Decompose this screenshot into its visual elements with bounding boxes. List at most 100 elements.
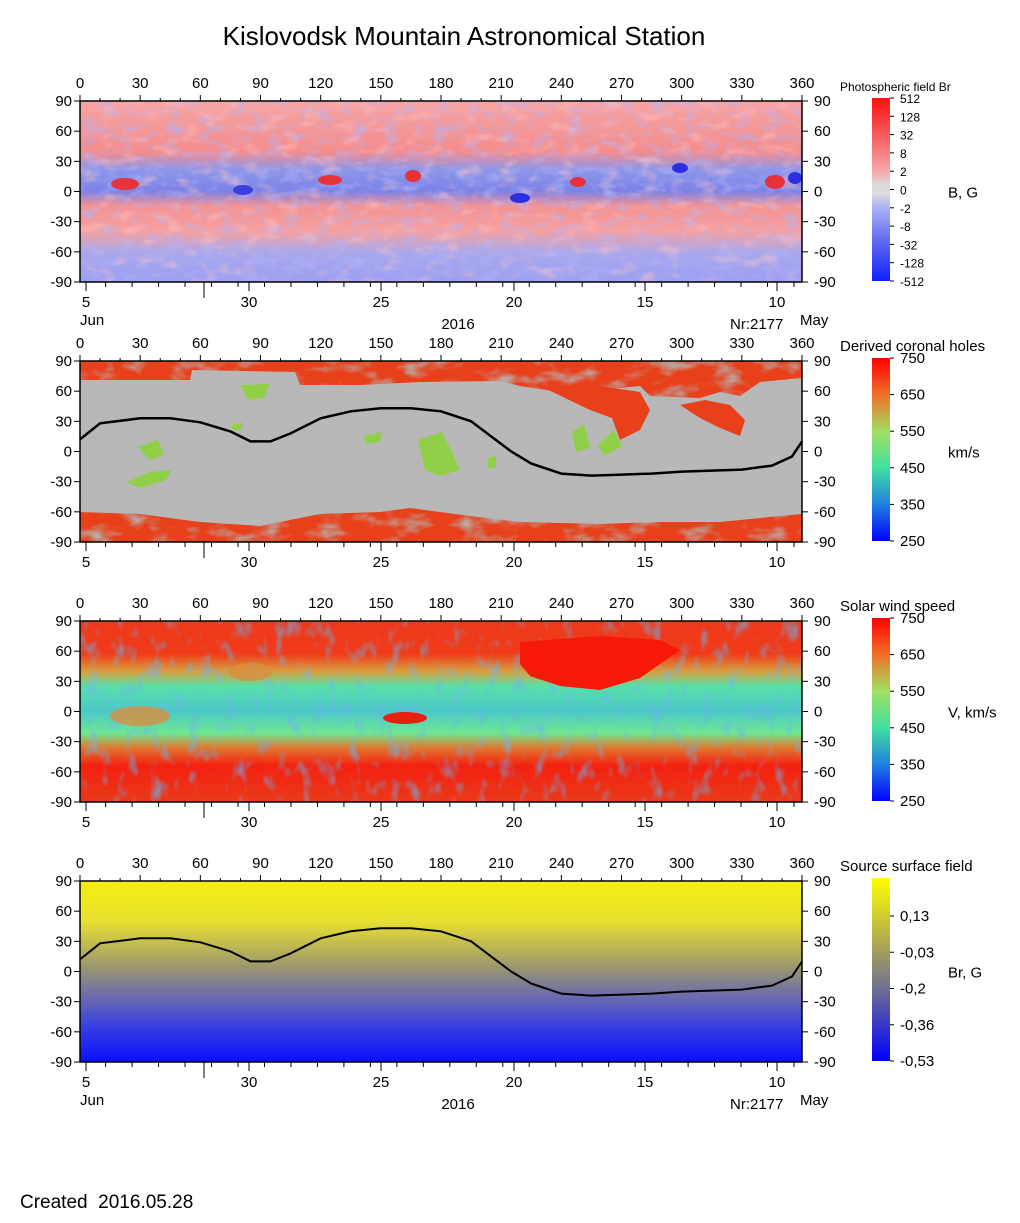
lat-tick-label: 60 — [814, 383, 831, 400]
date-tick-label: 5 — [82, 1074, 90, 1091]
date-tick-label: 10 — [769, 554, 786, 571]
lon-tick-label: 180 — [428, 75, 453, 92]
active-region — [788, 172, 802, 184]
date-tick-label: 30 — [241, 814, 258, 831]
lon-tick-label: 120 — [308, 335, 333, 352]
lon-tick-label: 270 — [609, 855, 634, 872]
date-tick-label: 25 — [373, 814, 390, 831]
coronal-hole — [232, 422, 242, 430]
lat-tick-label: 30 — [55, 673, 72, 690]
coronal-hole — [572, 424, 590, 452]
colorbar-tick-label: 512 — [900, 92, 920, 106]
lat-tick-label: 90 — [55, 873, 72, 890]
lat-tick-label: 0 — [64, 184, 72, 201]
colorbar-unit: Br, G — [948, 965, 982, 982]
lat-tick-label: 0 — [814, 704, 822, 721]
colorbar-tick-label: -0,53 — [900, 1053, 934, 1070]
lat-tick-label: 60 — [55, 903, 72, 920]
colorbar-tick-label: -2 — [900, 202, 911, 216]
colorbar — [872, 358, 890, 541]
date-tick-label: 10 — [769, 294, 786, 311]
lat-tick-label: 30 — [55, 933, 72, 950]
lat-tick-label: 0 — [814, 964, 822, 981]
active-region — [570, 177, 586, 187]
lon-tick-label: 240 — [549, 335, 574, 352]
panel-source-surface-field — [79, 880, 803, 1063]
year-label: 2016 — [441, 1096, 474, 1113]
colorbar-tick-label: 550 — [900, 683, 925, 700]
lon-tick-label: 120 — [308, 75, 333, 92]
neutral-line — [79, 927, 803, 997]
active-region — [233, 185, 253, 195]
colorbar-unit: km/s — [948, 445, 980, 462]
fast-wind-region — [520, 636, 680, 690]
lat-tick-label: -60 — [50, 1024, 72, 1041]
coronal-hole — [488, 456, 496, 468]
lat-tick-label: 90 — [55, 613, 72, 630]
date-tick-label: 10 — [769, 814, 786, 831]
colorbar-tick-label: 0,13 — [900, 908, 929, 925]
colorbar-tick-label: 2 — [900, 165, 907, 179]
panel-coronal-holes — [79, 360, 804, 543]
fast-wind-region — [110, 706, 170, 726]
lon-tick-label: 90 — [252, 335, 269, 352]
rotation-label: Nr:2177 — [730, 1096, 783, 1113]
lon-tick-label: 300 — [669, 855, 694, 872]
lat-tick-label: 60 — [55, 123, 72, 140]
lat-tick-label: 0 — [814, 444, 822, 461]
date-tick-label: 30 — [241, 554, 258, 571]
lon-tick-label: 150 — [368, 75, 393, 92]
colorbar-tick-label: 450 — [900, 460, 925, 477]
lon-tick-label: 60 — [192, 75, 209, 92]
date-tick-label: 5 — [82, 814, 90, 831]
colorbar — [872, 98, 890, 281]
created-date: 2016.05.28 — [98, 1192, 194, 1213]
lat-tick-label: 30 — [55, 413, 72, 430]
photospheric-texture-red — [80, 101, 802, 282]
lon-tick-label: 30 — [132, 595, 149, 612]
date-tick-label: 15 — [637, 1074, 654, 1091]
lat-tick-label: -30 — [814, 474, 836, 491]
year-label: 2016 — [441, 316, 474, 333]
lon-tick-label: 330 — [729, 335, 754, 352]
colorbar-tick-label: 0 — [900, 184, 907, 198]
month-label-right: May — [800, 1092, 829, 1109]
lon-tick-label: 300 — [669, 75, 694, 92]
date-tick-label: 15 — [637, 814, 654, 831]
neutral-line — [79, 407, 804, 477]
colorbar-tick-label: 350 — [900, 496, 925, 513]
lat-tick-label: 60 — [814, 903, 831, 920]
lon-tick-label: 60 — [192, 335, 209, 352]
lon-tick-label: 300 — [669, 335, 694, 352]
date-tick-label: 10 — [769, 1074, 786, 1091]
date-tick-label: 20 — [506, 294, 523, 311]
lon-tick-label: 360 — [789, 855, 814, 872]
active-region — [318, 175, 342, 185]
lat-tick-label: -30 — [50, 214, 72, 231]
lon-tick-label: 0 — [76, 855, 84, 872]
coronal-hole — [364, 432, 382, 444]
lon-tick-label: 240 — [549, 855, 574, 872]
active-region — [672, 163, 688, 173]
lat-tick-label: -60 — [50, 244, 72, 261]
coronal-hole — [680, 400, 745, 436]
colorbar-tick-label: -0,2 — [900, 981, 926, 998]
lon-tick-label: 270 — [609, 75, 634, 92]
lon-tick-label: 120 — [308, 855, 333, 872]
colorbar-tick-label: 650 — [900, 387, 925, 404]
colorbar-tick-label: 8 — [900, 147, 907, 161]
active-region — [405, 170, 421, 182]
date-tick-label: 15 — [637, 554, 654, 571]
lon-tick-label: 90 — [252, 595, 269, 612]
colorbar-tick-label: 750 — [900, 350, 925, 367]
colorbar-title: Photospheric field Br — [840, 80, 951, 94]
date-tick-label: 20 — [506, 1074, 523, 1091]
colorbar-tick-label: -8 — [900, 220, 911, 234]
coronal-hole — [418, 432, 460, 476]
colorbar-unit: V, km/s — [948, 705, 997, 722]
lon-tick-label: 180 — [428, 335, 453, 352]
lat-tick-label: -30 — [50, 734, 72, 751]
lat-tick-label: -90 — [814, 274, 836, 291]
lat-tick-label: -60 — [814, 1024, 836, 1041]
